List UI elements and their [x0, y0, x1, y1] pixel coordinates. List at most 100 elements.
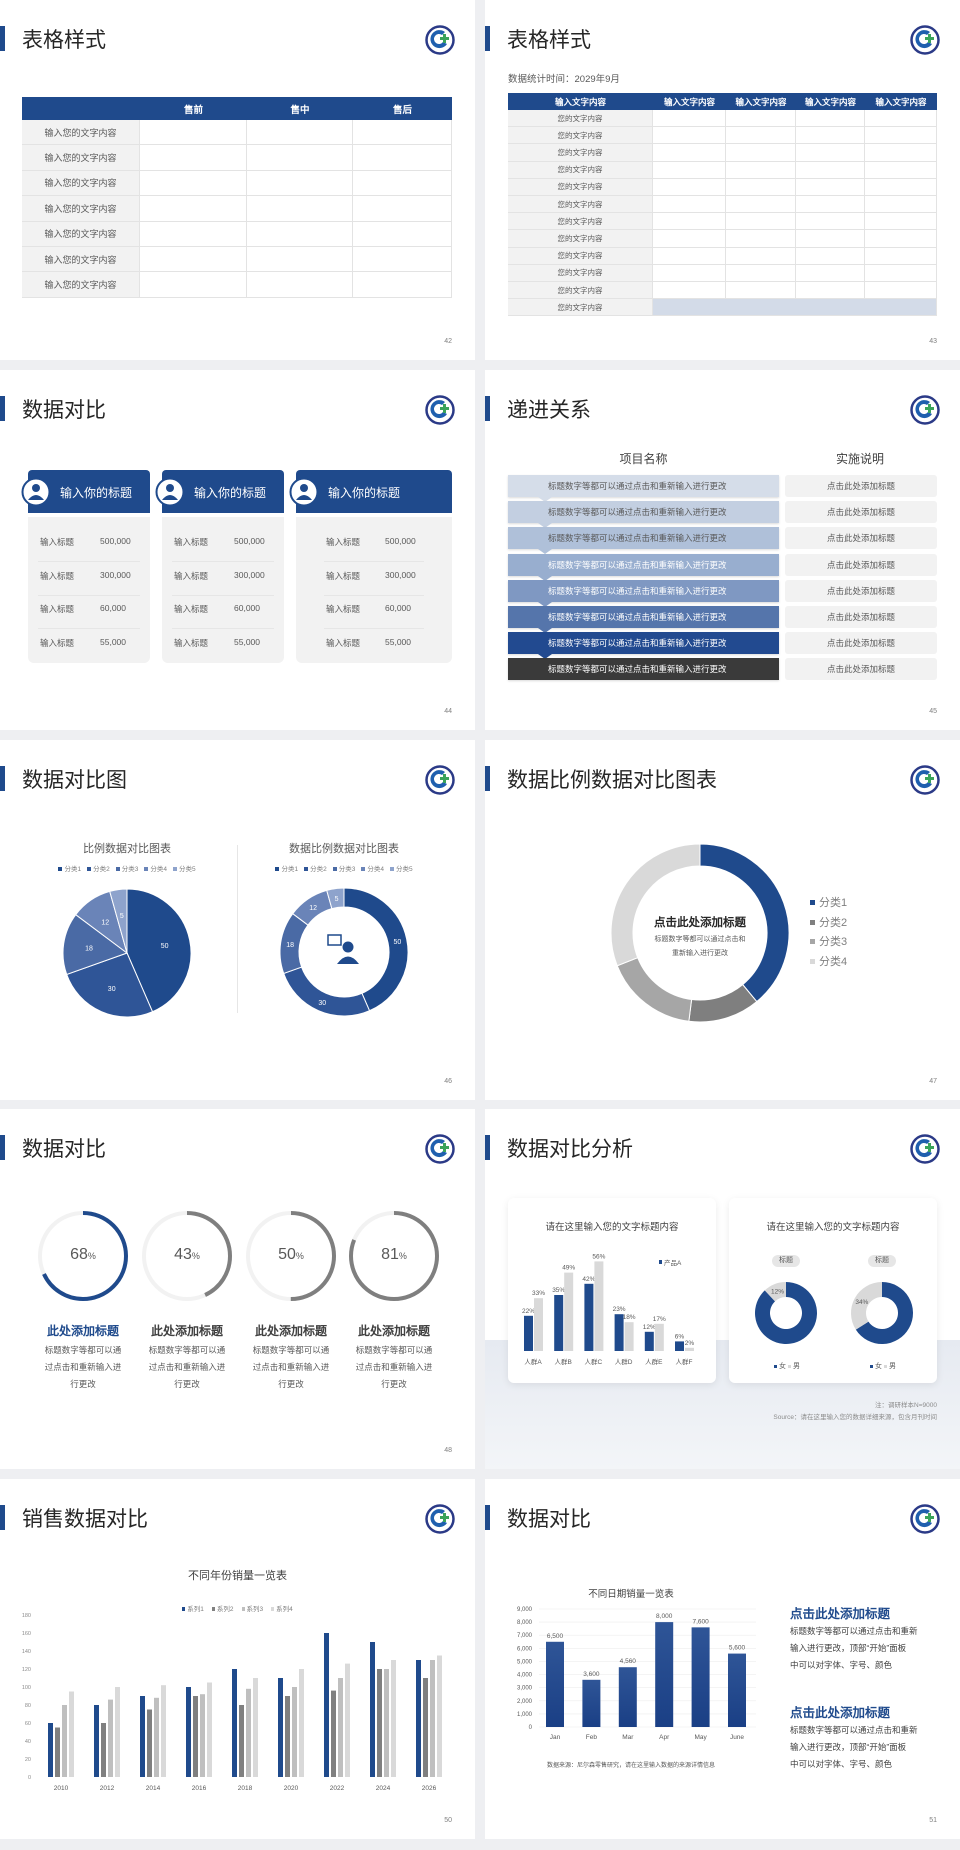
logo-icon — [910, 25, 940, 55]
table-cell[interactable] — [726, 144, 796, 162]
table-cell[interactable] — [865, 161, 937, 179]
table-summary-cell[interactable] — [653, 299, 937, 317]
table-cell[interactable] — [796, 196, 865, 214]
table-cell[interactable] — [726, 230, 796, 248]
table-cell[interactable] — [140, 120, 247, 146]
table-cell[interactable] — [726, 247, 796, 265]
bar-label: 18% — [623, 1314, 636, 1321]
table-cell[interactable] — [865, 247, 937, 265]
progression-step[interactable]: 标题数字等都可以通过点击和重新输入进行更改 — [508, 632, 779, 660]
bar — [246, 1688, 251, 1777]
table-cell[interactable] — [865, 264, 937, 282]
table-cell[interactable] — [653, 196, 726, 214]
table-cell[interactable] — [653, 127, 726, 145]
table-cell[interactable] — [865, 127, 937, 145]
progression-step[interactable]: 标题数字等都可以通过点击和重新输入进行更改 — [508, 527, 779, 555]
table-cell[interactable] — [865, 213, 937, 231]
table-cell[interactable] — [653, 230, 726, 248]
table-cell[interactable] — [796, 282, 865, 300]
table-cell[interactable] — [653, 144, 726, 162]
table-cell[interactable] — [796, 247, 865, 265]
step-note[interactable]: 点击此处添加标题 — [785, 606, 937, 628]
step-note[interactable]: 点击此处添加标题 — [785, 553, 937, 576]
table-cell[interactable] — [865, 110, 937, 128]
row-label-cell: 您的文字内容 — [508, 178, 653, 196]
table-cell[interactable] — [353, 170, 452, 197]
legend-item: 分类3 — [115, 863, 138, 873]
table-cell[interactable] — [796, 110, 865, 128]
progression-step[interactable]: 标题数字等都可以通过点击和重新输入进行更改 — [508, 606, 779, 633]
table-cell[interactable] — [247, 120, 353, 146]
table-cell[interactable] — [140, 196, 247, 222]
bar-label: 23% — [613, 1306, 626, 1313]
table-cell[interactable] — [865, 178, 937, 196]
progression-step[interactable]: 标题数字等都可以通过点击和重新输入进行更改 — [508, 501, 779, 529]
table-cell[interactable] — [247, 145, 353, 171]
step-note[interactable]: 点击此处添加标题 — [785, 579, 937, 602]
bar-label: 4,560 — [620, 1658, 637, 1665]
table-cell[interactable] — [353, 221, 452, 247]
table-cell[interactable] — [353, 247, 452, 273]
table-cell[interactable] — [140, 221, 247, 247]
table-cell[interactable] — [726, 161, 796, 179]
table-cell[interactable] — [653, 282, 726, 300]
table-cell[interactable] — [653, 178, 726, 196]
table-cell[interactable] — [796, 144, 865, 162]
progression-step[interactable]: 标题数字等都可以通过点击和重新输入进行更改 — [508, 553, 779, 581]
table-cell[interactable] — [796, 161, 865, 179]
step-note[interactable]: 点击此处添加标题 — [785, 632, 937, 655]
table-cell[interactable] — [247, 221, 353, 247]
table-cell[interactable] — [353, 196, 452, 222]
slice-label: 5 — [335, 896, 339, 903]
y-tick-label: 160 — [22, 1631, 31, 1637]
table-cell[interactable] — [247, 196, 353, 222]
table-cell[interactable] — [796, 230, 865, 248]
row-label: 输入标题 — [326, 604, 361, 614]
table-cell[interactable] — [353, 272, 452, 298]
x-tick-label: 2026 — [422, 1785, 437, 1792]
table-cell[interactable] — [726, 127, 796, 145]
progression-step[interactable]: 标题数字等都可以通过点击和重新输入进行更改 — [508, 579, 779, 607]
table-cell[interactable] — [865, 282, 937, 300]
table-cell[interactable] — [140, 272, 247, 298]
step-note[interactable]: 点击此处添加标题 — [785, 501, 937, 524]
table-cell[interactable] — [726, 213, 796, 231]
slice-label: 5 — [120, 913, 124, 920]
table-cell[interactable] — [247, 170, 353, 197]
table-cell[interactable] — [726, 282, 796, 300]
table-cell[interactable] — [796, 178, 865, 196]
table-cell[interactable] — [796, 127, 865, 145]
table-cell[interactable] — [865, 196, 937, 214]
table-cell[interactable] — [653, 110, 726, 128]
table-cell[interactable] — [653, 247, 726, 265]
step-note[interactable]: 点击此处添加标题 — [785, 475, 937, 497]
table-cell[interactable] — [353, 145, 452, 171]
table-cell[interactable] — [653, 161, 726, 179]
progression-step[interactable]: 标题数字等都可以通过点击和重新输入进行更改 — [508, 475, 779, 502]
progress-ring — [349, 1211, 439, 1301]
table-cell[interactable] — [796, 264, 865, 282]
table-cell[interactable] — [865, 230, 937, 248]
table-cell[interactable] — [653, 264, 726, 282]
table-cell[interactable] — [140, 170, 247, 197]
table-cell[interactable] — [247, 272, 353, 298]
table-cell[interactable] — [726, 196, 796, 214]
table-cell[interactable] — [726, 110, 796, 128]
legend-label: 分类2 — [93, 866, 110, 873]
table-cell[interactable] — [726, 178, 796, 196]
table-cell[interactable] — [140, 145, 247, 171]
row-divider — [324, 628, 424, 629]
step-note[interactable]: 点击此处添加标题 — [785, 527, 937, 550]
table-cell[interactable] — [726, 264, 796, 282]
table-cell[interactable] — [865, 144, 937, 162]
table-cell[interactable] — [796, 213, 865, 231]
table-cell[interactable] — [247, 247, 353, 273]
step-note[interactable]: 点击此处添加标题 — [785, 658, 937, 681]
table-cell[interactable] — [140, 247, 247, 273]
row-divider — [38, 594, 140, 596]
page-number: 47 — [929, 1078, 937, 1085]
row-value: 55,000 — [385, 636, 411, 647]
table-cell[interactable] — [353, 120, 452, 146]
table-cell[interactable] — [653, 213, 726, 231]
progression-step[interactable]: 标题数字等都可以通过点击和重新输入进行更改 — [508, 658, 779, 681]
